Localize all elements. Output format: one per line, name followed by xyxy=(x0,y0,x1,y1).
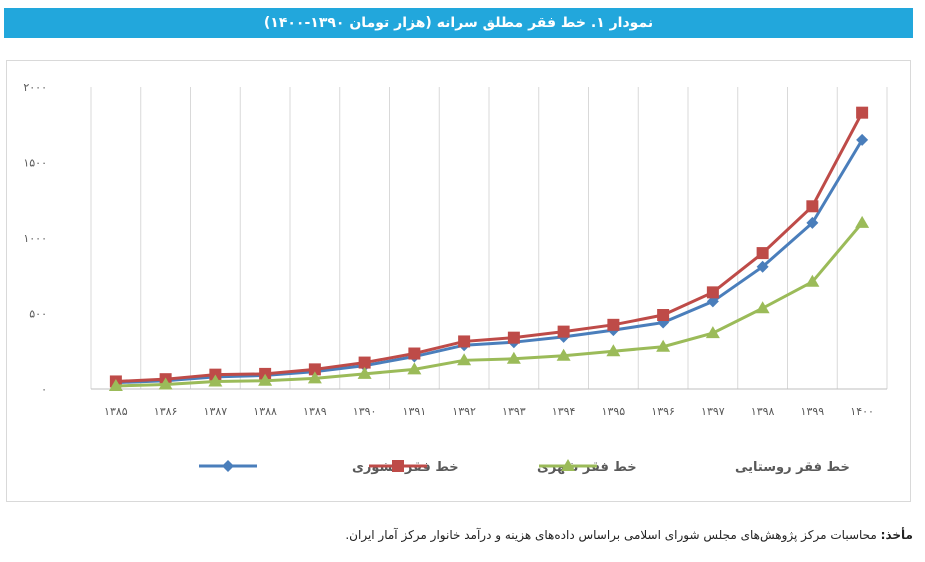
chart-title: نمودار ۱. خط فقر مطلق سرانه (هزار تومان … xyxy=(4,8,913,38)
x-tick-label: ۱۳۸۷ xyxy=(204,405,228,418)
source-label: مأخذ: xyxy=(880,528,913,542)
data-point xyxy=(806,216,819,229)
chart-frame: ۰ ۵۰۰ ۱۰۰۰ ۱۵۰۰ ۲۰۰۰ ۱۳۸۵ ۱۳۸۶ ۱۳۸۷ ۱۳۸۸ ۱۳۸۹ ۱۳۹۰… xyxy=(6,60,911,502)
x-tick-label: ۱۳۹۱ xyxy=(403,405,427,418)
data-point xyxy=(506,351,521,364)
x-tick-label: ۱۳۹۰ xyxy=(353,405,377,418)
data-point xyxy=(507,331,520,344)
x-tick-label: ۱۴۰۰ xyxy=(850,405,874,418)
data-point xyxy=(755,301,770,314)
data-point xyxy=(258,373,273,386)
data-point xyxy=(357,366,372,379)
data-point xyxy=(805,274,820,287)
data-point xyxy=(158,377,173,390)
y-tick-label: ۲۰۰۰ xyxy=(23,81,47,94)
y-tick-label: ۵۰۰ xyxy=(29,308,47,321)
x-tick-label: ۱۳۹۳ xyxy=(502,405,526,418)
data-point xyxy=(856,133,869,146)
y-tick-label: ۱۰۰۰ xyxy=(23,232,47,245)
data-point xyxy=(457,353,472,366)
data-point xyxy=(806,200,819,213)
x-tick-label: ۱۳۹۴ xyxy=(552,405,576,418)
x-tick-label: ۱۳۹۵ xyxy=(602,405,626,418)
data-point xyxy=(308,363,321,376)
series-line-2 xyxy=(115,111,864,383)
data-point xyxy=(557,325,570,338)
x-tick-label: ۱۳۹۷ xyxy=(701,405,725,418)
data-point xyxy=(208,374,223,387)
y-tick-label: ۰ xyxy=(41,383,47,396)
data-point xyxy=(458,335,471,348)
source-note: مأخذ: محاسبات مرکز پژوهش‌های مجلس شورای … xyxy=(13,528,913,542)
x-tick-label: ۱۳۸۵ xyxy=(104,405,128,418)
line-chart: ۰ ۵۰۰ ۱۰۰۰ ۱۵۰۰ ۲۰۰۰ ۱۳۸۵ ۱۳۸۶ ۱۳۸۷ ۱۳۸۸ ۱۳۸۹ ۱۳۹۰… xyxy=(23,81,888,475)
data-point xyxy=(556,348,571,361)
x-tick-label: ۱۳۹۸ xyxy=(751,405,775,418)
legend-marker xyxy=(561,459,575,471)
data-point xyxy=(706,286,719,299)
data-point xyxy=(855,215,870,228)
x-tick-label: ۱۳۹۹ xyxy=(801,405,825,418)
data-point xyxy=(606,344,621,357)
y-tick-label: ۱۵۰۰ xyxy=(23,157,47,170)
data-point xyxy=(358,356,371,369)
data-point xyxy=(756,247,769,260)
x-tick-label: ۱۳۸۶ xyxy=(154,405,178,418)
x-tick-label: ۱۳۹۲ xyxy=(452,405,476,418)
data-point xyxy=(706,295,719,308)
series-line-1 xyxy=(115,139,864,385)
series-line-3 xyxy=(115,221,864,388)
data-point xyxy=(657,309,670,322)
x-tick-label: ۱۳۸۹ xyxy=(303,405,327,418)
source-text: محاسبات مرکز پژوهش‌های مجلس شورای اسلامی… xyxy=(345,528,877,542)
legend-marker xyxy=(392,460,404,472)
data-point xyxy=(856,106,869,119)
x-tick-label: ۱۳۸۸ xyxy=(253,405,277,418)
data-point xyxy=(307,371,322,384)
data-point xyxy=(756,260,769,273)
x-tick-label: ۱۳۹۶ xyxy=(651,405,675,418)
data-point xyxy=(705,326,720,339)
data-point xyxy=(656,339,671,352)
data-point xyxy=(407,362,422,375)
legend-label: خط فقر روستایی xyxy=(735,460,850,475)
data-point xyxy=(408,347,421,360)
legend-marker xyxy=(222,460,234,472)
data-point xyxy=(607,318,620,331)
data-point xyxy=(108,378,123,391)
